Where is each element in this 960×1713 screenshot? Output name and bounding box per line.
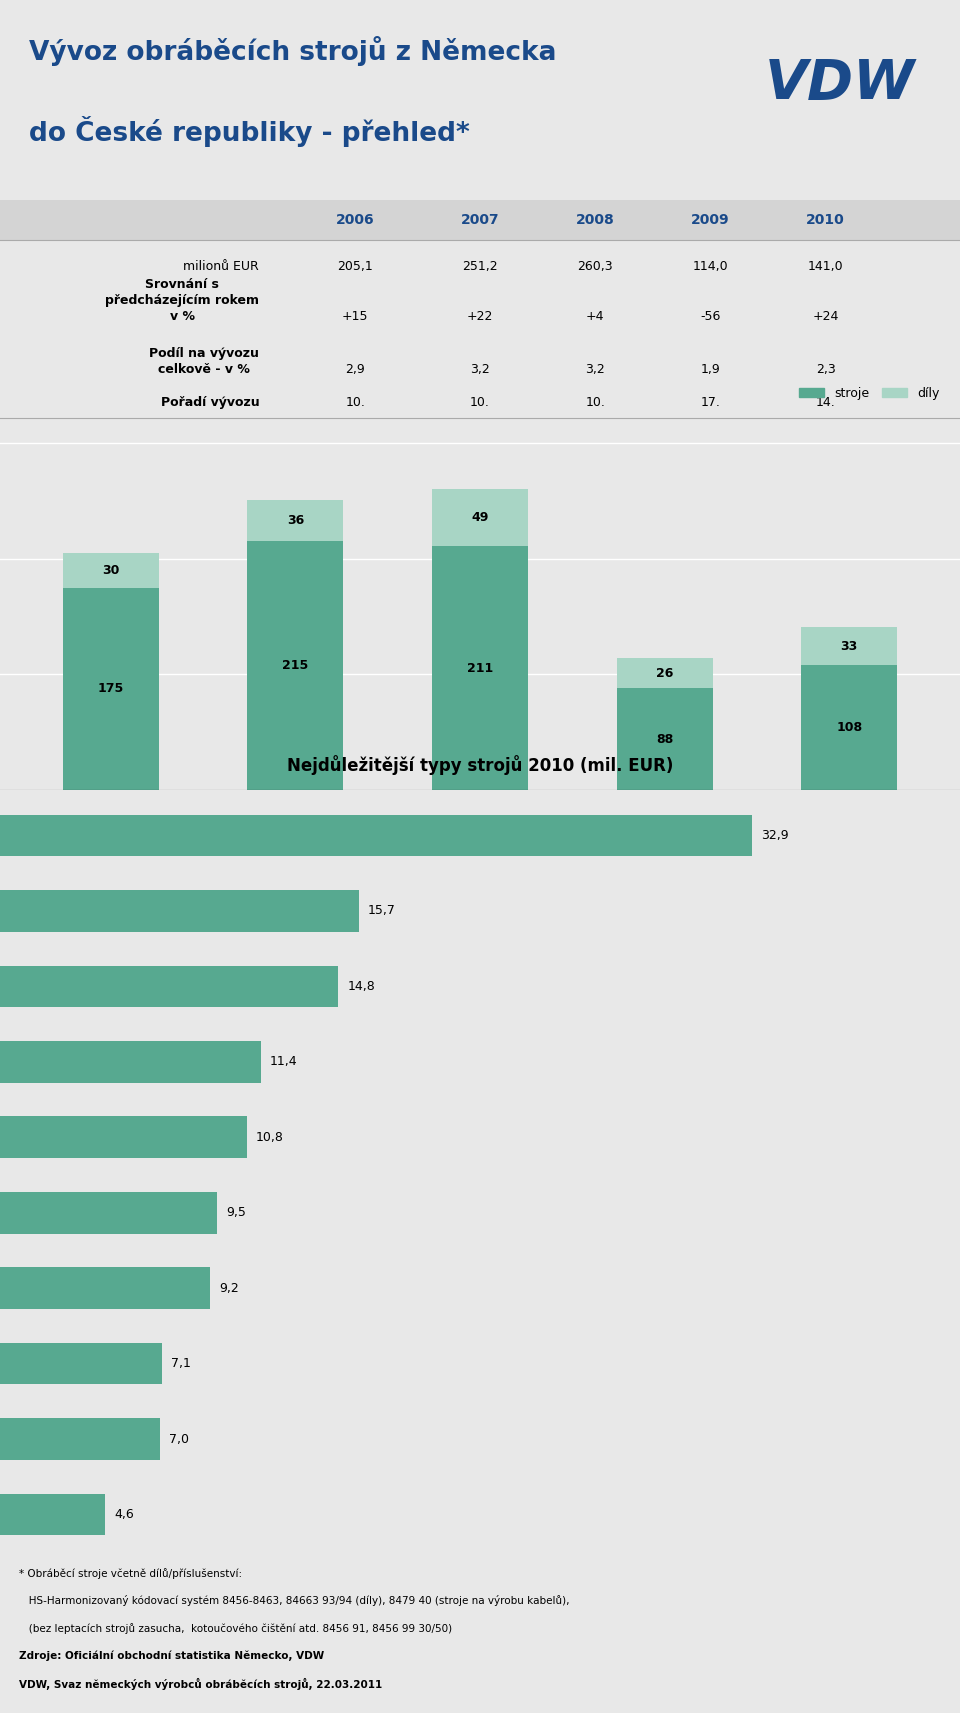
Text: Pořadí vývozu: Pořadí vývozu bbox=[160, 396, 259, 409]
Text: VDW: VDW bbox=[765, 57, 915, 111]
Text: 9,2: 9,2 bbox=[220, 1281, 239, 1295]
Text: 205,1: 205,1 bbox=[337, 260, 373, 272]
Text: 215: 215 bbox=[282, 660, 308, 671]
Bar bbox=[0, 1117, 247, 1158]
Bar bbox=[432, 546, 528, 790]
Bar bbox=[0, 1343, 162, 1384]
Text: 88: 88 bbox=[656, 733, 673, 745]
Bar bbox=[0, 891, 359, 932]
Text: 2,3: 2,3 bbox=[816, 363, 835, 375]
Text: -56: -56 bbox=[700, 310, 721, 324]
Text: 2010: 2010 bbox=[806, 212, 845, 226]
Text: +4: +4 bbox=[586, 310, 605, 324]
Text: 7,0: 7,0 bbox=[169, 1432, 189, 1446]
Text: 7,1: 7,1 bbox=[172, 1357, 191, 1370]
Text: * Obráběcí stroje včetně dílů/příslušenství:: * Obráběcí stroje včetně dílů/příslušens… bbox=[19, 1567, 242, 1579]
Bar bbox=[248, 541, 344, 790]
Text: 4,6: 4,6 bbox=[114, 1507, 134, 1521]
Text: HS-Harmonizovaný kódovací systém 8456-8463, 84663 93/94 (díly), 8479 40 (stroje : HS-Harmonizovaný kódovací systém 8456-84… bbox=[19, 1595, 569, 1607]
Text: 251,2: 251,2 bbox=[462, 260, 498, 272]
Bar bbox=[0, 1494, 106, 1535]
Text: VDW, Svaz německých výrobců obráběcích strojů, 22.03.2011: VDW, Svaz německých výrobců obráběcích s… bbox=[19, 1677, 382, 1691]
Text: +15: +15 bbox=[342, 310, 369, 324]
Text: 14,8: 14,8 bbox=[348, 980, 375, 994]
Text: 36: 36 bbox=[287, 514, 304, 528]
Title: Nejdůležitější typy strojů 2010 (mil. EUR): Nejdůležitější typy strojů 2010 (mil. EU… bbox=[287, 754, 673, 774]
Text: Srovnání s
předcházejícím rokem
v %: Srovnání s předcházejícím rokem v % bbox=[106, 278, 259, 324]
Text: 211: 211 bbox=[467, 661, 493, 675]
Text: Podíl na vývozu
celkově - v %: Podíl na vývozu celkově - v % bbox=[150, 348, 259, 375]
Bar bbox=[0, 1418, 160, 1459]
Text: (bez leptacích strojů zasucha,  kotoučového čištění atd. 8456 91, 8456 99 30/50): (bez leptacích strojů zasucha, kotoučové… bbox=[19, 1622, 452, 1634]
Text: 26: 26 bbox=[656, 666, 673, 680]
Text: 2006: 2006 bbox=[336, 212, 374, 226]
Bar bbox=[0, 1042, 260, 1083]
Text: 49: 49 bbox=[471, 510, 489, 524]
Bar bbox=[0, 966, 338, 1007]
Bar bbox=[616, 689, 712, 790]
Text: 15,7: 15,7 bbox=[368, 904, 396, 916]
Text: 114,0: 114,0 bbox=[692, 260, 729, 272]
Text: 1,9: 1,9 bbox=[701, 363, 720, 375]
Legend: stroje, díly: stroje, díly bbox=[794, 382, 944, 404]
Text: 10.: 10. bbox=[470, 396, 490, 409]
Text: 10.: 10. bbox=[346, 396, 365, 409]
Text: 3,2: 3,2 bbox=[586, 363, 605, 375]
Bar bbox=[0, 1192, 217, 1233]
Text: do České republiky - přehled*: do České republiky - přehled* bbox=[29, 116, 469, 147]
Text: 14.: 14. bbox=[816, 396, 835, 409]
Text: 2008: 2008 bbox=[576, 212, 614, 226]
Bar bbox=[248, 500, 344, 541]
Text: 2007: 2007 bbox=[461, 212, 499, 226]
Text: 32,9: 32,9 bbox=[761, 829, 789, 841]
Bar bbox=[802, 627, 898, 665]
Text: 10,8: 10,8 bbox=[256, 1131, 284, 1144]
Text: 33: 33 bbox=[841, 639, 858, 653]
Text: 9,5: 9,5 bbox=[227, 1206, 246, 1220]
Text: 11,4: 11,4 bbox=[270, 1055, 298, 1069]
Text: 2,9: 2,9 bbox=[346, 363, 365, 375]
Text: 10.: 10. bbox=[586, 396, 605, 409]
Text: 17.: 17. bbox=[701, 396, 720, 409]
Text: Zdroje: Oficiální obchodní statistika Německo, VDW: Zdroje: Oficiální obchodní statistika Ně… bbox=[19, 1650, 324, 1662]
Bar bbox=[62, 553, 158, 588]
Bar bbox=[0, 815, 752, 856]
Text: 108: 108 bbox=[836, 721, 862, 735]
Text: 2009: 2009 bbox=[691, 212, 730, 226]
Bar bbox=[0, 200, 960, 240]
Text: 175: 175 bbox=[98, 682, 124, 695]
Text: +24: +24 bbox=[812, 310, 839, 324]
Text: milionů EUR: milionů EUR bbox=[183, 260, 259, 272]
Bar bbox=[802, 665, 898, 790]
Bar bbox=[0, 1268, 210, 1309]
Text: 260,3: 260,3 bbox=[577, 260, 613, 272]
Bar bbox=[62, 588, 158, 790]
Text: 141,0: 141,0 bbox=[807, 260, 844, 272]
Text: +22: +22 bbox=[467, 310, 493, 324]
Text: 30: 30 bbox=[102, 564, 119, 577]
Text: Vývoz obráběcích strojů z Německa: Vývoz obráběcích strojů z Německa bbox=[29, 36, 556, 67]
Bar bbox=[616, 658, 712, 689]
Text: 3,2: 3,2 bbox=[470, 363, 490, 375]
Bar bbox=[432, 490, 528, 546]
